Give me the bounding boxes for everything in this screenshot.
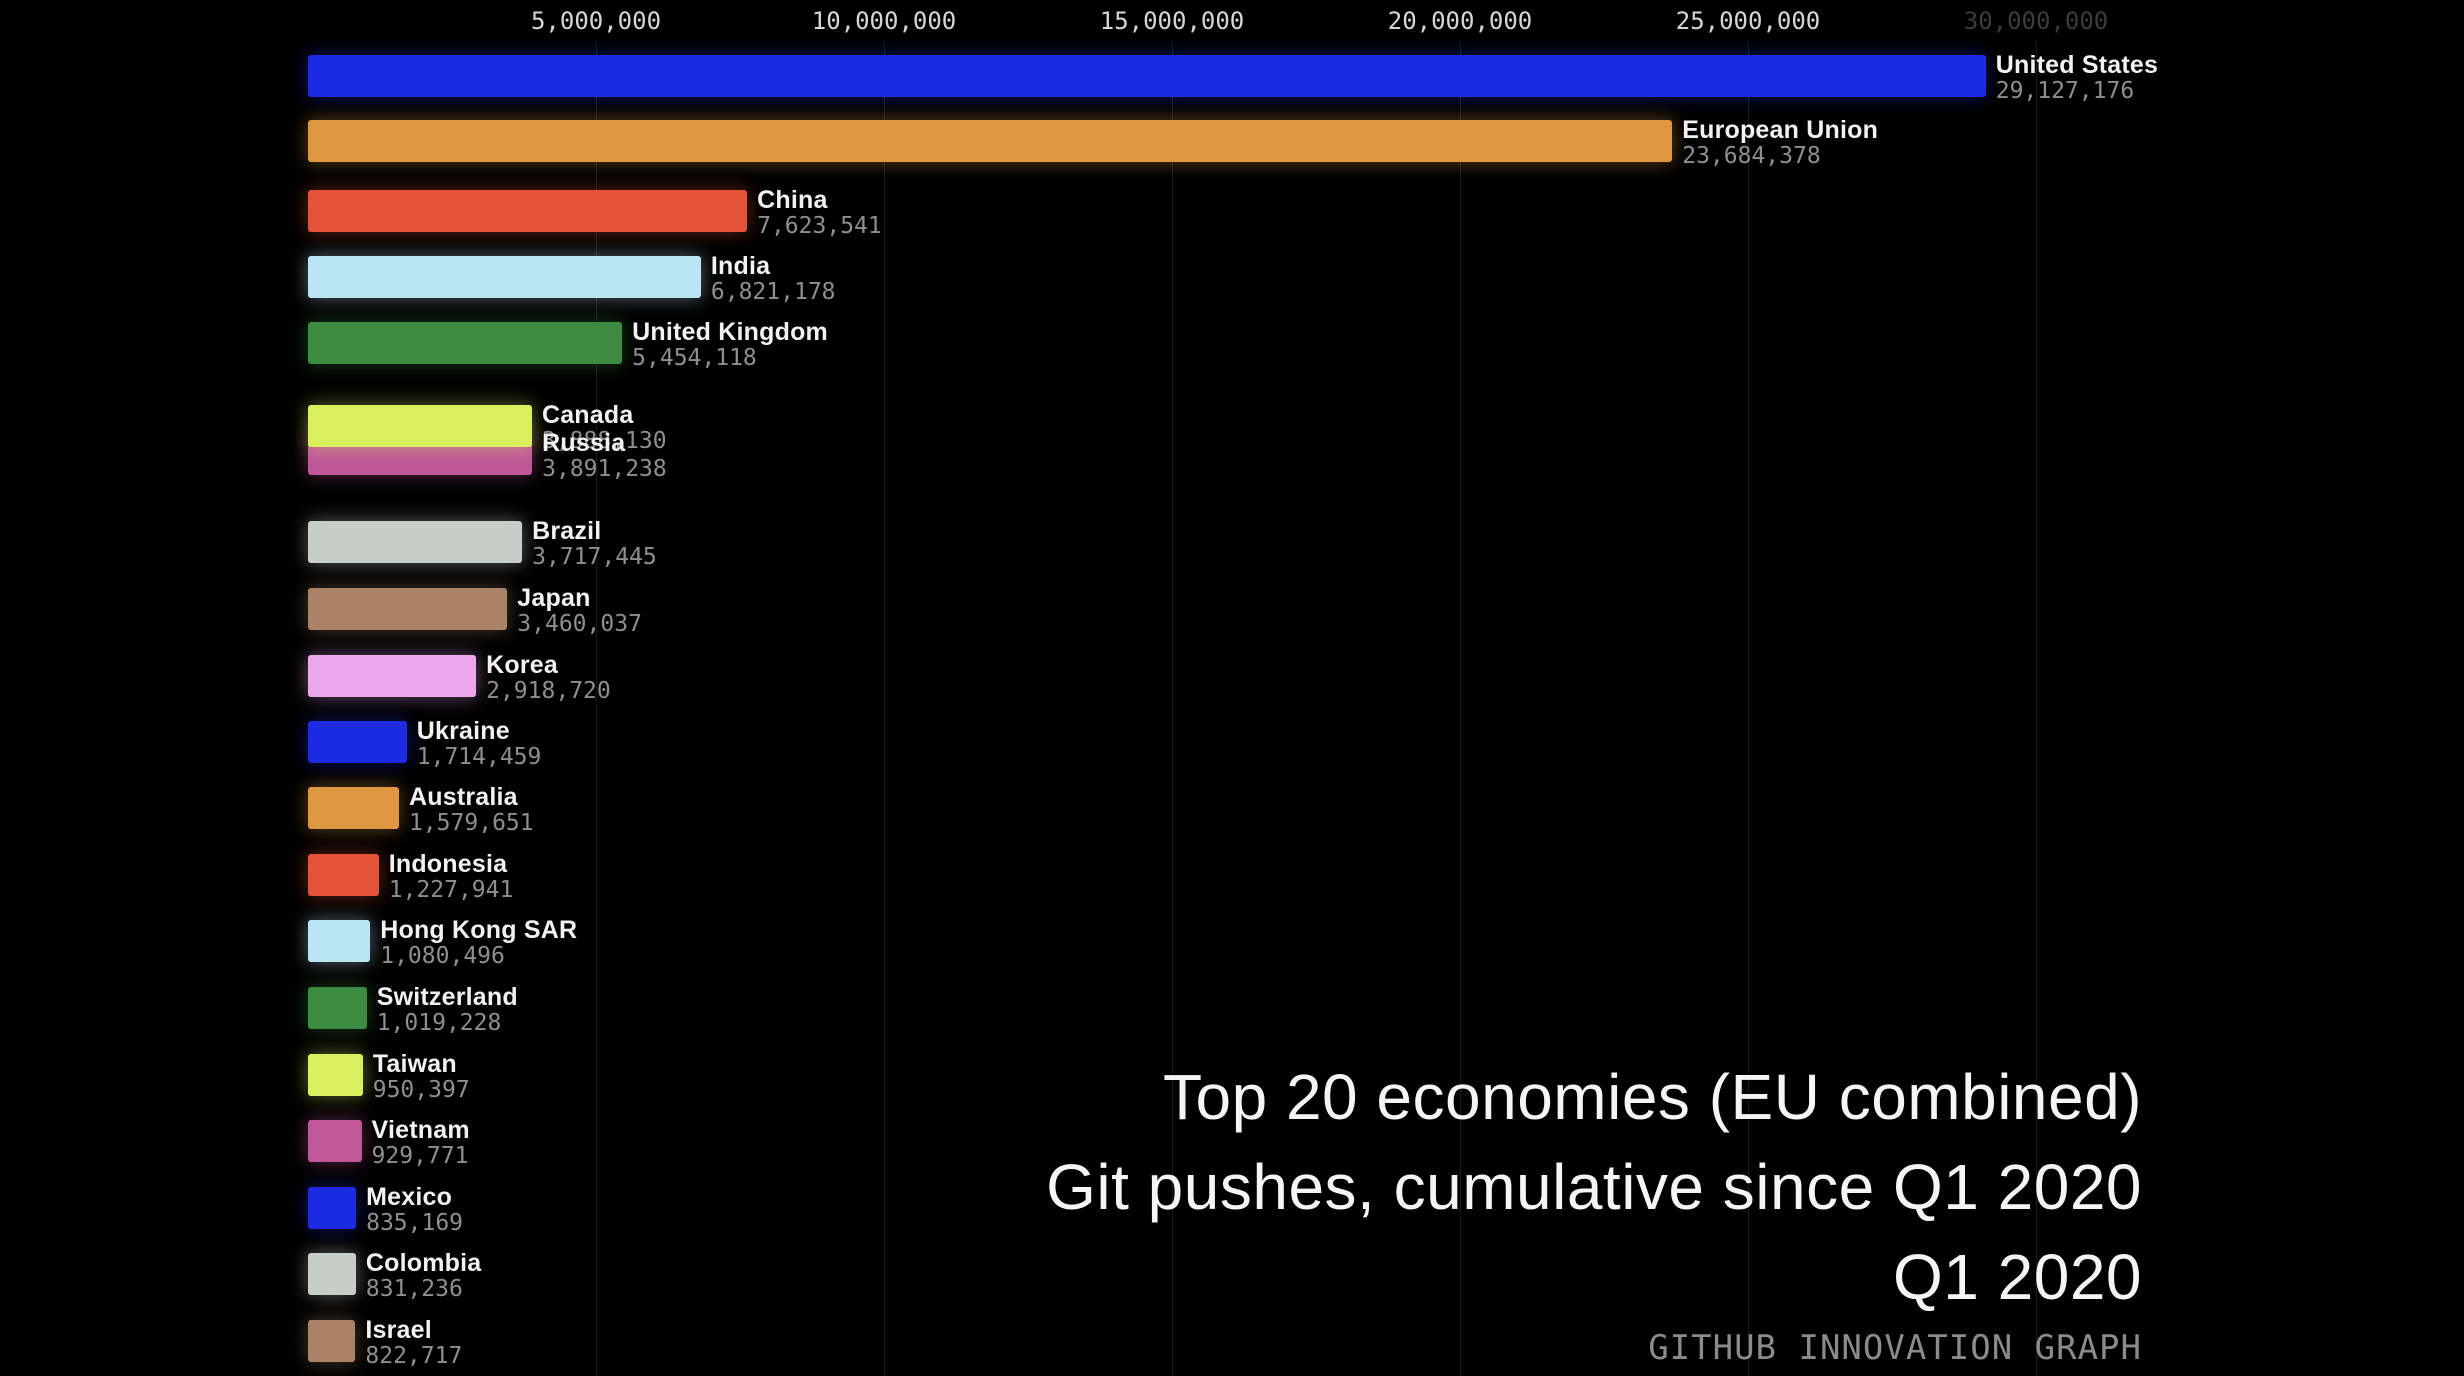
gridline-5-000-000 (596, 42, 597, 1376)
bar-label-vietnam: Vietnam 929,771 (371, 1116, 470, 1168)
country-value: 950,397 (372, 1077, 470, 1103)
gridline-10-000-000 (884, 42, 885, 1376)
country-value: 1,080,496 (380, 943, 505, 969)
gridline-25-000-000 (1748, 42, 1749, 1376)
gridline-20-000-000 (1460, 42, 1461, 1376)
country-name: United Kingdom (632, 318, 828, 346)
bar-japan (308, 588, 508, 630)
bar-label-taiwan: Taiwan 950,397 (372, 1050, 470, 1102)
country-name: Mexico (366, 1183, 453, 1211)
bar-label-european-union: European Union 23,684,378 (1682, 116, 1879, 168)
bar-label-israel: Israel 822,717 (365, 1316, 462, 1368)
country-value: 929,771 (371, 1143, 469, 1169)
bar-label-united-states: United States 29,127,176 (1995, 51, 2159, 103)
country-name: Brazil (532, 517, 602, 545)
country-value: 2,918,720 (486, 678, 611, 704)
bar-united-states (308, 55, 1986, 97)
gridline-30-000-000 (2036, 42, 2037, 1376)
country-value: 29,127,176 (1995, 78, 2135, 104)
current-period: Q1 2020 (1892, 1241, 2142, 1313)
bar-india (308, 256, 701, 298)
country-value: 822,717 (365, 1343, 463, 1369)
country-value: 831,236 (365, 1276, 463, 1302)
bar-ukraine (308, 721, 407, 763)
country-name: Israel (365, 1316, 432, 1344)
bar-label-united-kingdom: United Kingdom 5,454,118 (632, 318, 828, 370)
country-name: Vietnam (371, 1116, 470, 1144)
country-name: Taiwan (372, 1050, 457, 1078)
x-tick-label: 30,000,000 (1963, 7, 2109, 35)
bar-hong-kong-sar (308, 920, 371, 962)
country-name: Hong Kong SAR (380, 916, 578, 944)
country-name: Indonesia (388, 850, 508, 878)
country-value: 1,579,651 (408, 810, 534, 836)
country-name: United States (1995, 51, 2159, 79)
chart-title: Top 20 economies (EU combined) (1162, 1061, 2142, 1133)
bar-label-japan: Japan 3,460,037 (517, 584, 642, 636)
country-value: 3,460,037 (517, 611, 642, 637)
bar-label-australia: Australia 1,579,651 (408, 783, 534, 835)
bar-colombia (308, 1253, 356, 1295)
country-name: China (757, 186, 828, 214)
country-name: Colombia (365, 1249, 482, 1277)
country-name: Russia (542, 429, 626, 457)
country-value: 3,717,445 (532, 544, 657, 570)
bar-indonesia (308, 854, 379, 896)
country-value: 835,169 (366, 1210, 464, 1236)
bar-label-russia: Russia 3,891,238 (542, 429, 667, 481)
country-value: 6,821,178 (710, 279, 836, 305)
bar-label-colombia: Colombia 831,236 (365, 1249, 482, 1301)
gridline-15-000-000 (1172, 42, 1173, 1376)
country-name: Canada (541, 401, 634, 429)
bar-label-india: India 6,821,178 (710, 252, 836, 304)
bar-korea (308, 655, 477, 697)
bar-brazil (308, 521, 523, 563)
bar-label-brazil: Brazil 3,717,445 (532, 517, 657, 569)
country-name: European Union (1682, 116, 1879, 144)
country-name: Japan (517, 584, 591, 612)
bar-united-kingdom (308, 322, 623, 364)
bar-taiwan (308, 1054, 363, 1096)
country-value: 23,684,378 (1682, 143, 1821, 169)
country-name: Australia (408, 783, 518, 811)
country-value: 1,227,941 (388, 877, 514, 903)
country-name: Ukraine (416, 717, 510, 745)
chart-subtitle: Git pushes, cumulative since Q1 2020 (1046, 1151, 2142, 1223)
bar-canada (308, 405, 532, 447)
country-value: 1,019,228 (376, 1010, 502, 1036)
bar-label-hong-kong-sar: Hong Kong SAR 1,080,496 (380, 916, 578, 968)
bar-israel (308, 1320, 356, 1362)
bar-mexico (308, 1187, 357, 1229)
bar-australia (308, 787, 399, 829)
bar-european-union (308, 120, 1673, 162)
title-block: Top 20 economies (EU combined) Git pushe… (1046, 1052, 2142, 1322)
bar-label-canada: Canada 3,888,130 (541, 401, 667, 453)
country-name: Switzerland (376, 983, 518, 1011)
country-value: 5,454,118 (632, 345, 757, 371)
country-value: 7,623,541 (757, 213, 882, 239)
bar-label-korea: Korea 2,918,720 (486, 651, 611, 703)
country-value: 3,888,130 (541, 428, 667, 454)
bar-vietnam (308, 1120, 362, 1162)
bar-switzerland (308, 987, 367, 1029)
bar-label-indonesia: Indonesia 1,227,941 (388, 850, 514, 902)
x-tick-label: 15,000,000 (1099, 7, 1245, 35)
country-name: India (710, 252, 771, 280)
bar-label-mexico: Mexico 835,169 (366, 1183, 463, 1235)
country-value: 1,714,459 (416, 744, 542, 770)
bar-china (308, 190, 748, 232)
source-watermark: GITHUB INNOVATION GRAPH (1648, 1328, 2142, 1368)
x-tick-label: 25,000,000 (1675, 7, 1821, 35)
bar-label-switzerland: Switzerland 1,019,228 (376, 983, 518, 1035)
country-value: 3,891,238 (542, 456, 667, 482)
bar-label-ukraine: Ukraine 1,714,459 (416, 717, 542, 769)
x-tick-label: 10,000,000 (811, 7, 957, 35)
bar-label-china: China 7,623,541 (757, 186, 882, 238)
x-tick-label: 20,000,000 (1387, 7, 1533, 35)
x-tick-label: 5,000,000 (530, 7, 662, 35)
country-name: Korea (486, 651, 558, 679)
